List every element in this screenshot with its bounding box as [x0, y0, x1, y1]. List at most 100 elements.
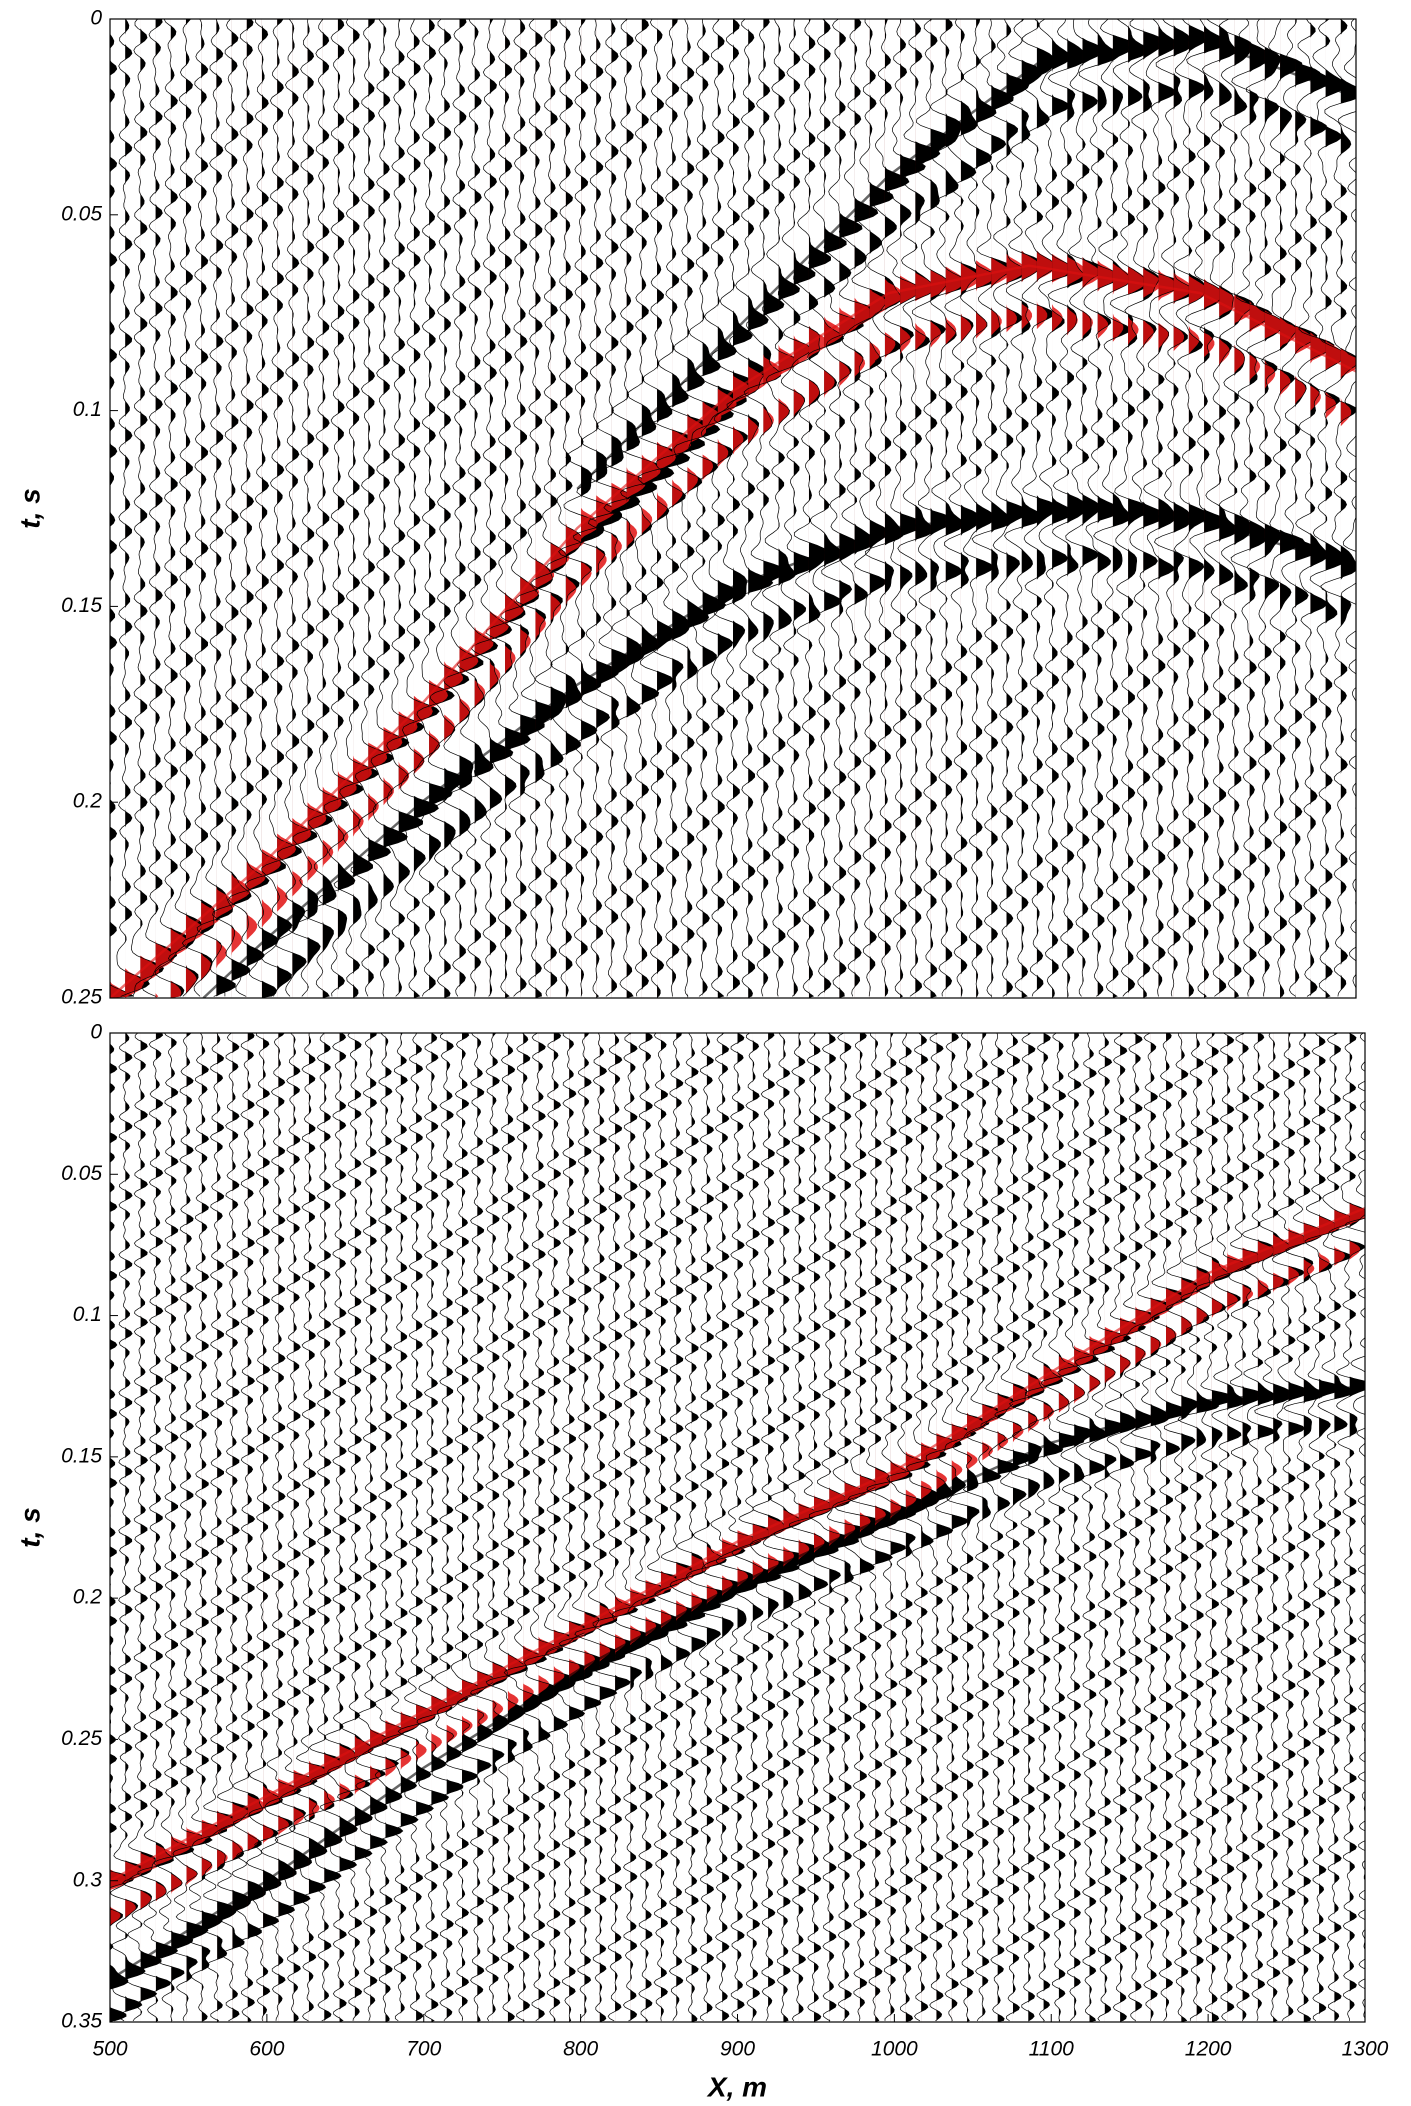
trace: [1271, 1033, 1311, 2022]
trace-fill: [569, 1033, 593, 2022]
trace: [1104, 1033, 1147, 2022]
trace-fill-red: [1074, 1033, 1093, 2022]
trace: [847, 1033, 898, 2022]
x-tick-label: 700: [406, 2038, 441, 2061]
trace-fill: [839, 19, 864, 998]
trace-fill: [581, 19, 604, 998]
trace: [320, 1033, 358, 2022]
trace-fill-red: [676, 1033, 695, 2022]
trace: [181, 19, 215, 997]
event-curve: [110, 1207, 1365, 1882]
trace: [530, 19, 568, 997]
event-curve: [110, 264, 1356, 998]
trace-fill: [1234, 19, 1254, 998]
trace: [1004, 19, 1045, 997]
trace-fill: [247, 1033, 266, 2022]
trace-fill: [444, 19, 469, 998]
trace: [711, 19, 761, 997]
trace: [520, 1033, 564, 2022]
trace-fill: [339, 1033, 358, 2022]
trace: [470, 19, 514, 997]
trace-fill: [1166, 1033, 1189, 2022]
trace-fill: [1249, 19, 1272, 998]
trace-fill: [155, 19, 177, 998]
trace: [773, 1033, 820, 2022]
trace: [1124, 19, 1166, 997]
trace: [1320, 19, 1356, 997]
trace-fill: [626, 19, 657, 998]
trace: [1184, 19, 1230, 997]
trace-fill: [900, 19, 926, 998]
trace: [777, 19, 819, 997]
trace-fill: [798, 1033, 820, 2022]
x-tick-label: 1200: [1185, 2038, 1232, 2061]
trace: [695, 19, 747, 997]
trace-fill: [231, 19, 252, 998]
trace-fill-red: [976, 19, 995, 998]
trace: [592, 1033, 640, 2022]
trace: [515, 19, 558, 997]
y-tick-label: 0.1: [73, 398, 102, 421]
trace: [866, 1033, 917, 2021]
trace: [333, 19, 379, 997]
trace-fill-red: [752, 1033, 772, 2022]
trace: [381, 1033, 420, 2022]
trace: [654, 1033, 706, 2022]
trace-fill-red: [201, 1033, 221, 2022]
trace-fill: [1334, 1033, 1355, 2022]
y-tick-label: 0.05: [61, 1162, 102, 1185]
trace-fill: [921, 1033, 947, 2022]
trace: [884, 1033, 931, 2022]
trace: [960, 19, 1001, 997]
trace: [245, 19, 286, 997]
trace: [260, 1033, 302, 2021]
y-tick-label: 0.25: [61, 986, 102, 1009]
trace-fill-red: [1242, 1033, 1262, 2022]
trace: [1072, 1033, 1116, 2022]
trace: [261, 19, 302, 997]
trace: [1227, 1033, 1267, 2022]
trace: [669, 1033, 722, 2022]
trace: [1245, 19, 1285, 997]
trace-fill: [140, 19, 164, 998]
trace-fill: [1242, 1033, 1266, 2022]
trace-fill: [293, 1033, 318, 2022]
trace-fill: [875, 1033, 898, 2022]
trace-fill-red: [370, 1033, 390, 2022]
trace: [355, 1033, 390, 2022]
trace-fill: [565, 19, 583, 998]
trace: [200, 1033, 241, 2022]
trace: [1177, 1033, 1220, 2021]
trace: [897, 19, 941, 997]
trace-fill: [505, 19, 531, 998]
trace: [337, 1033, 374, 2021]
trace: [686, 1033, 735, 2022]
trace: [1088, 1033, 1132, 2022]
trace: [1308, 19, 1347, 997]
trace: [110, 1033, 147, 2022]
trace-fill-red: [991, 19, 1011, 998]
trace-fill-red: [1052, 19, 1071, 998]
trace: [574, 1033, 626, 2022]
trace-fill: [748, 19, 773, 998]
trace-fill: [416, 1033, 436, 2022]
trace-fill: [960, 19, 981, 998]
traces: [110, 19, 1356, 998]
trace-fill: [125, 19, 150, 998]
trace: [288, 19, 333, 997]
trace: [444, 1033, 483, 2021]
trace-fill: [945, 19, 970, 998]
trace-fill: [186, 1033, 213, 2022]
trace-fill: [844, 1033, 874, 2022]
trace: [1261, 19, 1306, 997]
y-axis-label: t, s: [14, 1507, 45, 1547]
trace-fill: [459, 19, 483, 998]
trace-fill: [446, 1033, 468, 2022]
trace-fill: [1280, 19, 1305, 998]
x-tick-label: 800: [563, 2038, 598, 2061]
trace-fill: [1012, 1033, 1033, 2022]
trace: [647, 19, 705, 997]
trace-fill: [477, 1033, 495, 2022]
trace-fill: [1264, 19, 1284, 998]
trace: [456, 1033, 496, 2021]
